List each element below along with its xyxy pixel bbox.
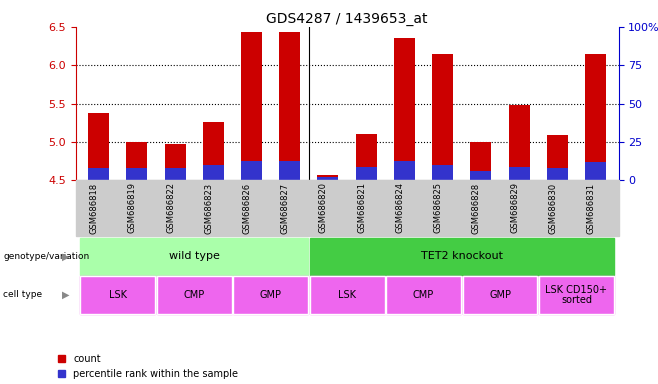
Bar [164, 168, 186, 180]
Title: GDS4287 / 1439653_at: GDS4287 / 1439653_at [266, 12, 428, 26]
Bar [394, 161, 415, 180]
Text: ▶: ▶ [62, 290, 69, 300]
Text: GSM686829: GSM686829 [510, 182, 519, 233]
Bar [279, 161, 300, 180]
Text: LSK: LSK [338, 290, 356, 300]
Bar [88, 168, 109, 180]
Bar [164, 144, 186, 180]
Bar [126, 142, 147, 180]
Bar [585, 54, 606, 180]
Text: GSM686818: GSM686818 [89, 182, 99, 233]
Bar [509, 105, 530, 180]
Bar [585, 162, 606, 180]
Text: CMP: CMP [413, 290, 434, 300]
Bar [126, 168, 147, 180]
Bar [203, 122, 224, 180]
Text: cell type: cell type [3, 290, 42, 300]
Text: LSK CD150+
sorted: LSK CD150+ sorted [545, 285, 607, 305]
Text: GSM686820: GSM686820 [319, 182, 328, 233]
Bar [547, 168, 568, 180]
Text: GSM686822: GSM686822 [166, 182, 175, 233]
Text: GSM686831: GSM686831 [586, 182, 595, 233]
Text: GSM686827: GSM686827 [281, 182, 290, 233]
Bar [432, 165, 453, 180]
Text: CMP: CMP [184, 290, 205, 300]
Bar [547, 135, 568, 180]
Text: GSM686823: GSM686823 [204, 182, 213, 233]
Text: GSM686825: GSM686825 [434, 182, 443, 233]
Text: TET2 knockout: TET2 knockout [420, 251, 503, 262]
Bar [88, 113, 109, 180]
Bar [432, 54, 453, 180]
Text: LSK: LSK [109, 290, 127, 300]
Text: genotype/variation: genotype/variation [3, 252, 89, 261]
Bar [241, 32, 262, 180]
Text: GMP: GMP [489, 290, 511, 300]
Bar [356, 134, 377, 180]
Bar [356, 167, 377, 180]
Text: GSM686826: GSM686826 [243, 182, 251, 233]
Text: ▶: ▶ [62, 251, 69, 262]
Text: GSM686824: GSM686824 [395, 182, 405, 233]
Legend: count, percentile rank within the sample: count, percentile rank within the sample [57, 354, 238, 379]
Text: GSM686819: GSM686819 [128, 182, 137, 233]
Text: wild type: wild type [168, 251, 220, 262]
Bar [203, 165, 224, 180]
Bar [279, 32, 300, 180]
Text: GSM686821: GSM686821 [357, 182, 367, 233]
Text: GMP: GMP [260, 290, 282, 300]
Text: GSM686828: GSM686828 [472, 182, 481, 233]
Bar [241, 161, 262, 180]
Bar [509, 167, 530, 180]
Bar [470, 171, 492, 180]
Bar [470, 142, 492, 180]
Text: GSM686830: GSM686830 [548, 182, 557, 233]
Bar [317, 177, 338, 180]
Bar [394, 38, 415, 180]
Bar [317, 175, 338, 180]
